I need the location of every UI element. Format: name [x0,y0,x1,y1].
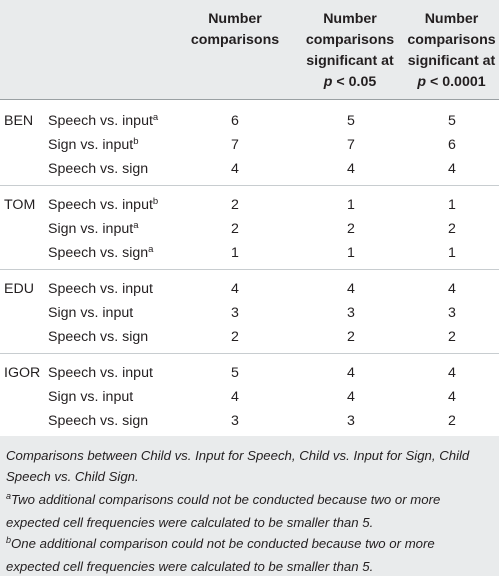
table-row: Speech vs. signa 1 1 1 [0,241,499,265]
comparison-label: Sign vs. input [48,305,134,321]
value-number-comparisons: 3 [231,305,239,321]
value-significant-005: 4 [347,281,355,297]
value-number-comparisons: 3 [231,413,239,429]
value-number-comparisons: 1 [231,245,239,261]
value-number-comparisons: 7 [231,137,239,153]
value-significant-005: 2 [347,221,355,237]
value-number-comparisons: 4 [231,281,239,297]
footnote-marker: a [148,244,154,255]
value-significant-00001: 4 [448,281,456,297]
comparison-label: Speech vs. input [48,281,153,297]
table-row: Sign vs. inputb 7 7 6 [0,133,499,157]
table-row: Sign vs. input 4 4 4 [0,385,499,409]
value-significant-00001: 2 [448,221,456,237]
child-label: TOM [4,197,36,213]
value-significant-005: 2 [347,329,355,345]
value-significant-005: 1 [347,245,355,261]
value-significant-005: 7 [347,137,355,153]
value-number-comparisons: 4 [231,389,239,405]
group-divider [0,185,499,186]
group-divider [0,353,499,354]
comparison-label: Sign vs. input [48,389,134,405]
table-row: Speech vs. sign 4 4 4 [0,157,499,181]
table-row: Sign vs. inputa 2 2 2 [0,217,499,241]
header-significant-00001: Number comparisons significant at p < 0.… [407,11,496,90]
child-label: IGOR [4,365,41,381]
value-number-comparisons: 5 [231,365,239,381]
value-significant-005: 4 [347,389,355,405]
value-number-comparisons: 6 [231,113,239,129]
footnote-marker: a [133,220,139,231]
comparison-label: Sign vs. inputa [48,220,139,237]
value-significant-00001: 2 [448,329,456,345]
value-significant-005: 4 [347,161,355,177]
value-significant-005: 4 [347,365,355,381]
table-row: TOM Speech vs. inputb 2 1 1 [0,193,499,217]
footnote-main: Comparisons between Child vs. Input for … [6,448,470,484]
table-row: BEN Speech vs. inputa 6 5 5 [0,109,499,133]
footnote-marker: b [152,196,159,207]
footnote-marker: a [152,112,159,123]
header-significant-005: Number comparisons significant at p < 0.… [305,11,395,90]
value-significant-00001: 6 [448,137,456,153]
value-significant-005: 1 [347,197,355,213]
comparison-label: Speech vs. signa [48,244,154,261]
child-label: EDU [4,281,34,297]
value-number-comparisons: 2 [231,221,239,237]
table-row: IGOR Speech vs. input 5 4 4 [0,361,499,385]
header-number-comparisons: Number comparisons [190,11,280,48]
table-row: EDU Speech vs. input 4 4 4 [0,277,499,301]
comparison-label: Speech vs. input [48,365,153,381]
value-significant-00001: 4 [448,161,456,177]
group-divider [0,269,499,270]
value-number-comparisons: 2 [231,197,239,213]
value-significant-00001: 4 [448,389,456,405]
value-significant-00001: 3 [448,305,456,321]
table-row: Speech vs. sign 2 2 2 [0,325,499,349]
comparison-label: Speech vs. inputb [48,196,159,213]
table-row: Speech vs. sign 3 3 2 [0,409,499,433]
value-significant-005: 3 [347,305,355,321]
value-significant-00001: 5 [448,113,456,129]
value-number-comparisons: 2 [231,329,239,345]
footnote-b: bOne additional comparison could not be … [6,535,435,574]
comparison-label: Sign vs. inputb [48,136,139,153]
value-significant-00001: 1 [448,197,456,213]
footnote-a: aTwo additional comparisons could not be… [6,491,441,530]
table-row: Sign vs. input 3 3 3 [0,301,499,325]
comparison-label: Speech vs. sign [48,161,149,177]
table-footnotes: Comparisons between Child vs. Input for … [0,436,499,576]
child-label: BEN [4,113,34,129]
footnote-marker: b [133,136,139,147]
comparison-label: Speech vs. sign [48,329,149,345]
value-significant-00001: 1 [448,245,456,261]
value-significant-00001: 4 [448,365,456,381]
comparison-label: Speech vs. sign [48,413,149,429]
value-significant-005: 3 [347,413,355,429]
comparison-label: Speech vs. inputa [48,112,159,129]
value-significant-00001: 2 [448,413,456,429]
value-number-comparisons: 4 [231,161,239,177]
table-header: Number comparisons Number comparisons si… [0,0,499,100]
value-significant-005: 5 [347,113,355,129]
